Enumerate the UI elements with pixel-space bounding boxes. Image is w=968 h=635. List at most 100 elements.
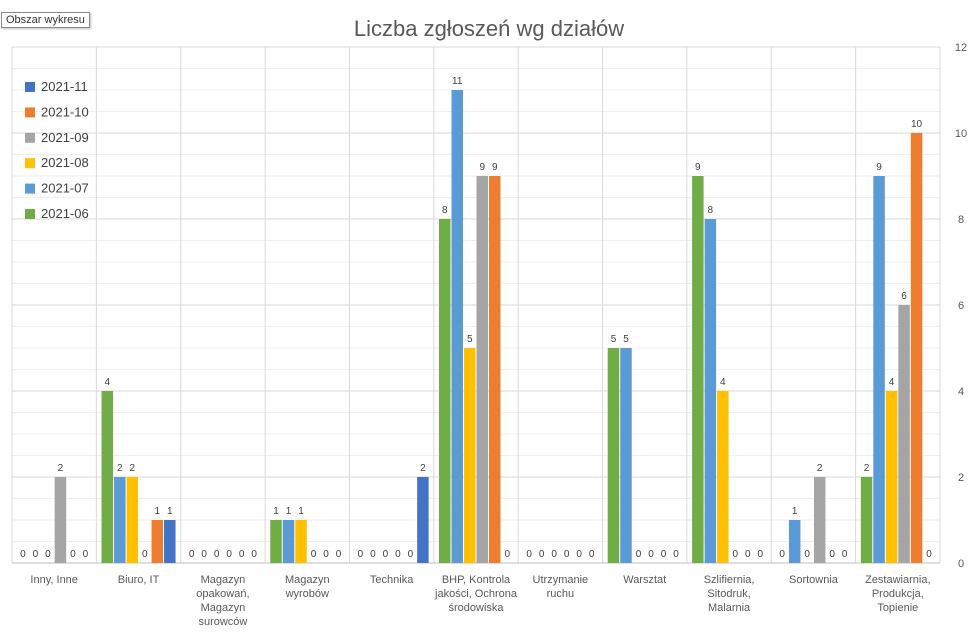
data-label: 2	[58, 463, 64, 474]
bar-2021-06-10[interactable]	[860, 477, 873, 563]
bar-2021-06-5[interactable]	[439, 219, 451, 563]
data-label: 0	[20, 549, 26, 560]
data-label: 0	[576, 549, 582, 560]
data-label: 0	[251, 549, 257, 560]
data-label: 9	[492, 162, 498, 173]
legend-item-2021-06[interactable]: 2021-06	[25, 206, 89, 221]
bar-2021-11-1[interactable]	[164, 520, 176, 563]
data-label: 4	[105, 377, 111, 388]
data-label: 1	[298, 506, 304, 517]
bar-2021-11-4[interactable]	[417, 477, 429, 563]
gridlines	[11, 46, 941, 564]
bar-2021-07-7[interactable]	[620, 348, 632, 563]
legend-item-2021-09[interactable]: 2021-09	[25, 130, 89, 145]
data-label: 9	[479, 162, 485, 173]
data-label: 0	[395, 549, 401, 560]
legend-item-2021-10[interactable]: 2021-10	[25, 104, 89, 119]
legend-label: 2021-10	[41, 104, 89, 119]
data-label: 1	[792, 506, 798, 517]
data-label: 0	[323, 549, 329, 560]
bars	[54, 90, 923, 563]
legend-label: 2021-08	[41, 155, 89, 170]
data-label: 0	[239, 549, 245, 560]
data-label: 0	[745, 549, 751, 560]
data-label: 0	[673, 549, 679, 560]
bar-2021-09-10[interactable]	[898, 305, 910, 563]
bar-2021-06-8[interactable]	[692, 176, 704, 563]
bar-2021-07-1[interactable]	[114, 477, 126, 563]
y-tick-label: 10	[955, 128, 967, 140]
data-label: 0	[733, 549, 739, 560]
bar-2021-10-10[interactable]	[910, 133, 923, 563]
data-label: 10	[911, 119, 923, 130]
bar-2021-08-1[interactable]	[126, 477, 139, 563]
category-label: Biuro, IT	[118, 574, 160, 586]
bar-2021-07-9[interactable]	[788, 520, 801, 563]
bar-2021-09-5[interactable]	[476, 176, 489, 563]
legend-swatch	[25, 132, 35, 143]
bar-2021-07-8[interactable]	[704, 219, 717, 563]
data-label: 0	[758, 549, 764, 560]
category-label: Szlifiernia, Sitodruk, Malarnia	[704, 574, 755, 614]
legend-swatch	[25, 82, 35, 92]
bar-2021-07-3[interactable]	[282, 520, 295, 563]
bar-2021-07-10[interactable]	[873, 176, 885, 563]
legend-item-2021-08[interactable]: 2021-08	[25, 155, 89, 170]
data-label: 0	[383, 549, 389, 560]
data-label: 0	[226, 549, 232, 560]
legend: 2021-11 2021-10 2021-09 2021-08 2021-07 2021-…	[25, 79, 89, 221]
category-label: Sortownia	[789, 574, 839, 586]
legend-item-2021-11[interactable]: 2021-11	[25, 79, 88, 94]
bar-2021-06-7[interactable]	[607, 348, 620, 563]
data-label: 0	[842, 549, 848, 560]
category-label: BHP, Kontrola jakości, Ochrona środowiska	[434, 574, 518, 614]
data-label: 0	[526, 549, 532, 560]
data-label: 0	[189, 549, 195, 560]
bar-2021-07-5[interactable]	[451, 90, 464, 563]
category-label: Magazyn wyrobów	[285, 574, 330, 600]
y-tick-label: 2	[958, 472, 964, 484]
data-label: 2	[130, 463, 136, 474]
bar-2021-08-10[interactable]	[885, 391, 898, 563]
legend-label: 2021-11	[41, 79, 88, 94]
bar-2021-06-1[interactable]	[101, 391, 114, 563]
legend-label: 2021-09	[41, 130, 89, 145]
y-tick-label: 4	[958, 386, 964, 398]
data-label: 11	[452, 76, 463, 87]
data-label: 0	[804, 549, 810, 560]
bar-2021-09-9[interactable]	[813, 477, 826, 563]
chart-title: Liczba zgłoszeń wg działów	[354, 16, 624, 41]
data-label: 0	[336, 549, 342, 560]
data-label: 1	[273, 506, 279, 517]
data-label: 0	[370, 549, 376, 560]
data-label: 0	[214, 549, 220, 560]
legend-label: 2021-06	[41, 206, 89, 221]
data-label: 0	[142, 549, 148, 560]
data-label: 0	[636, 549, 642, 560]
data-label: 6	[901, 291, 907, 302]
bar-2021-10-5[interactable]	[489, 176, 501, 563]
category-label: Utrzymanie ruchu	[533, 574, 589, 600]
data-label: 0	[83, 549, 89, 560]
data-label: 0	[70, 549, 76, 560]
category-label: Technika	[370, 574, 414, 586]
y-tick-label: 8	[958, 214, 964, 226]
category-labels: Inny, Inne Biuro, IT Magazyn opakowań, Magaz…	[30, 574, 930, 628]
bar-2021-09-0[interactable]	[54, 477, 67, 563]
data-label: 4	[889, 377, 895, 388]
data-label: 4	[720, 377, 726, 388]
category-label: Magazyn opakowań, Magazyn surowców	[196, 574, 249, 628]
bar-2021-10-1[interactable]	[151, 520, 164, 563]
data-label: 5	[467, 334, 473, 345]
bar-2021-06-3[interactable]	[270, 520, 282, 563]
bar-2021-08-8[interactable]	[717, 391, 729, 563]
data-label: 0	[504, 549, 510, 560]
data-label: 8	[442, 205, 448, 216]
data-label: 5	[623, 334, 629, 345]
bar-2021-08-3[interactable]	[295, 520, 307, 563]
legend-item-2021-07[interactable]: 2021-07	[25, 181, 89, 196]
chart-area-tooltip: Obszar wykresu	[1, 12, 90, 28]
legend-swatch	[25, 209, 35, 219]
bar-2021-08-5[interactable]	[464, 348, 476, 563]
